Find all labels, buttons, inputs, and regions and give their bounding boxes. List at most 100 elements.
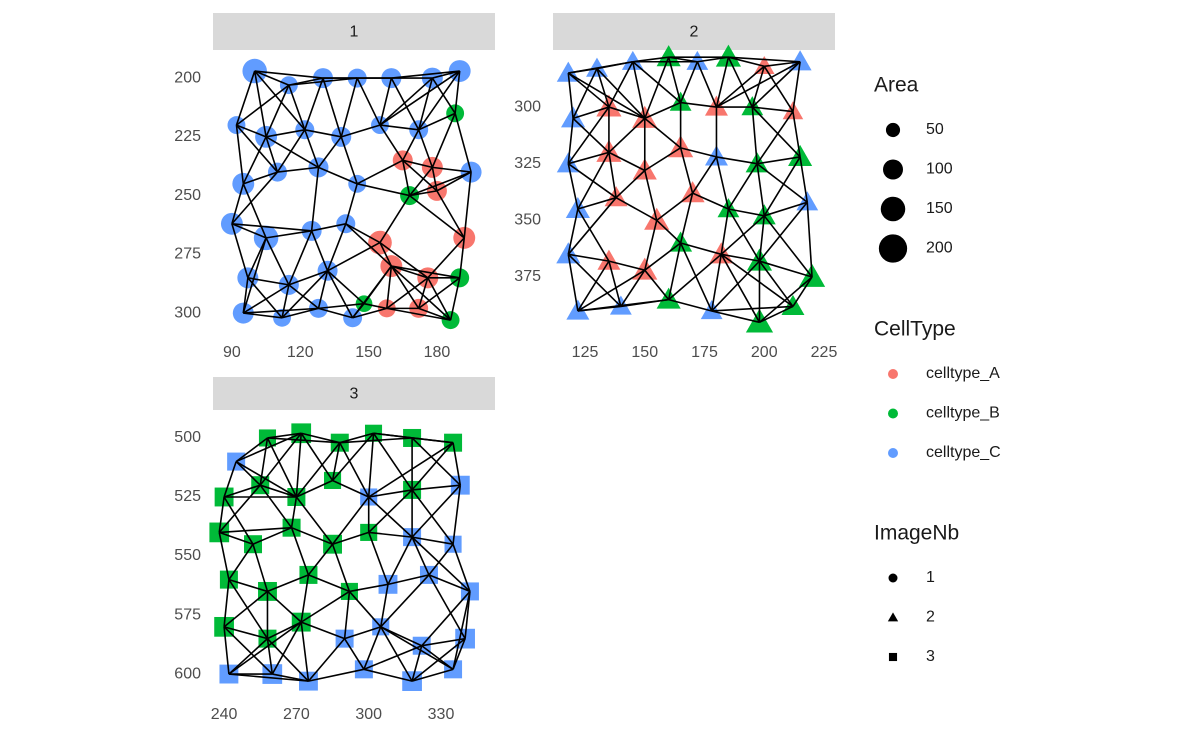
edge <box>680 101 717 108</box>
edge <box>349 583 389 593</box>
edge <box>452 638 466 670</box>
edge <box>644 117 682 149</box>
edge <box>577 260 610 312</box>
edge <box>228 621 302 675</box>
edge <box>679 242 713 312</box>
edge <box>608 152 617 198</box>
edge <box>341 124 381 138</box>
legend-label: 100 <box>926 161 953 178</box>
edge <box>228 673 309 682</box>
edge <box>281 284 290 318</box>
edge <box>727 56 754 108</box>
edge <box>756 156 801 165</box>
edge <box>799 156 809 203</box>
edge <box>608 117 646 153</box>
edge <box>290 496 298 528</box>
strip <box>213 377 495 410</box>
edge <box>390 265 420 309</box>
edge <box>567 197 617 255</box>
edges <box>231 70 472 321</box>
edge <box>596 60 633 70</box>
legend-label: 2 <box>926 609 935 626</box>
edge <box>711 305 793 312</box>
edge <box>265 237 290 286</box>
edge <box>242 277 249 314</box>
legend-key <box>880 196 906 222</box>
edge <box>253 70 267 137</box>
edge <box>692 192 729 210</box>
point <box>621 50 644 70</box>
edge <box>379 77 433 126</box>
edge <box>720 208 730 255</box>
edge <box>351 265 392 319</box>
edge <box>266 590 302 623</box>
edge <box>806 202 813 278</box>
edge <box>368 489 413 498</box>
edge <box>716 61 801 108</box>
edge <box>615 169 646 199</box>
legend-label: celltype_C <box>926 444 1001 461</box>
edge <box>379 124 404 161</box>
legend-label: celltype_B <box>926 405 1000 422</box>
edge <box>452 591 471 670</box>
edge <box>242 183 267 239</box>
edge <box>720 253 761 323</box>
y-tick-label: 600 <box>174 665 201 682</box>
edge <box>608 106 646 120</box>
edge <box>568 151 610 165</box>
edge <box>644 101 681 120</box>
edge <box>620 269 646 307</box>
edge <box>418 112 456 131</box>
edge <box>567 72 646 120</box>
edge <box>223 579 230 627</box>
edge <box>716 156 758 165</box>
edge <box>411 638 466 682</box>
edge <box>567 118 574 164</box>
edge <box>343 638 365 670</box>
legend-key <box>888 408 898 419</box>
y-tick-label: 575 <box>174 606 201 623</box>
edge <box>417 277 429 309</box>
edge <box>254 70 306 131</box>
point <box>686 50 709 70</box>
edge <box>265 136 279 173</box>
edge <box>418 307 451 321</box>
edge <box>379 195 411 244</box>
edge <box>596 68 610 108</box>
edge <box>386 277 429 310</box>
x-tick-label: 125 <box>572 344 599 361</box>
edge <box>758 276 813 323</box>
edge <box>307 638 346 682</box>
edge <box>572 117 610 153</box>
x-tick-label: 300 <box>355 706 382 723</box>
edge <box>363 644 423 671</box>
edge <box>728 208 765 217</box>
edge <box>402 129 420 161</box>
edge <box>668 298 712 312</box>
y-tick-label: 275 <box>174 246 201 263</box>
edge <box>391 70 460 79</box>
edge <box>265 128 305 138</box>
y-tick-label: 300 <box>174 304 201 321</box>
edge <box>567 163 617 199</box>
edge <box>615 196 658 222</box>
x-tick-label: 330 <box>428 706 455 723</box>
edge <box>644 242 682 271</box>
edge <box>356 159 404 185</box>
edge <box>759 260 813 278</box>
edge <box>764 60 801 68</box>
y-tick-label: 200 <box>174 69 201 86</box>
edge <box>567 208 579 255</box>
edge <box>243 171 278 185</box>
edge <box>277 166 319 173</box>
edge <box>254 70 324 79</box>
edge <box>308 574 350 593</box>
legend-key <box>888 369 898 379</box>
edge <box>567 253 622 308</box>
edge <box>340 77 358 138</box>
x-tick-label: 120 <box>287 344 314 361</box>
edge <box>421 637 466 647</box>
edge <box>288 284 319 310</box>
edge <box>223 626 273 675</box>
edge <box>228 638 269 675</box>
